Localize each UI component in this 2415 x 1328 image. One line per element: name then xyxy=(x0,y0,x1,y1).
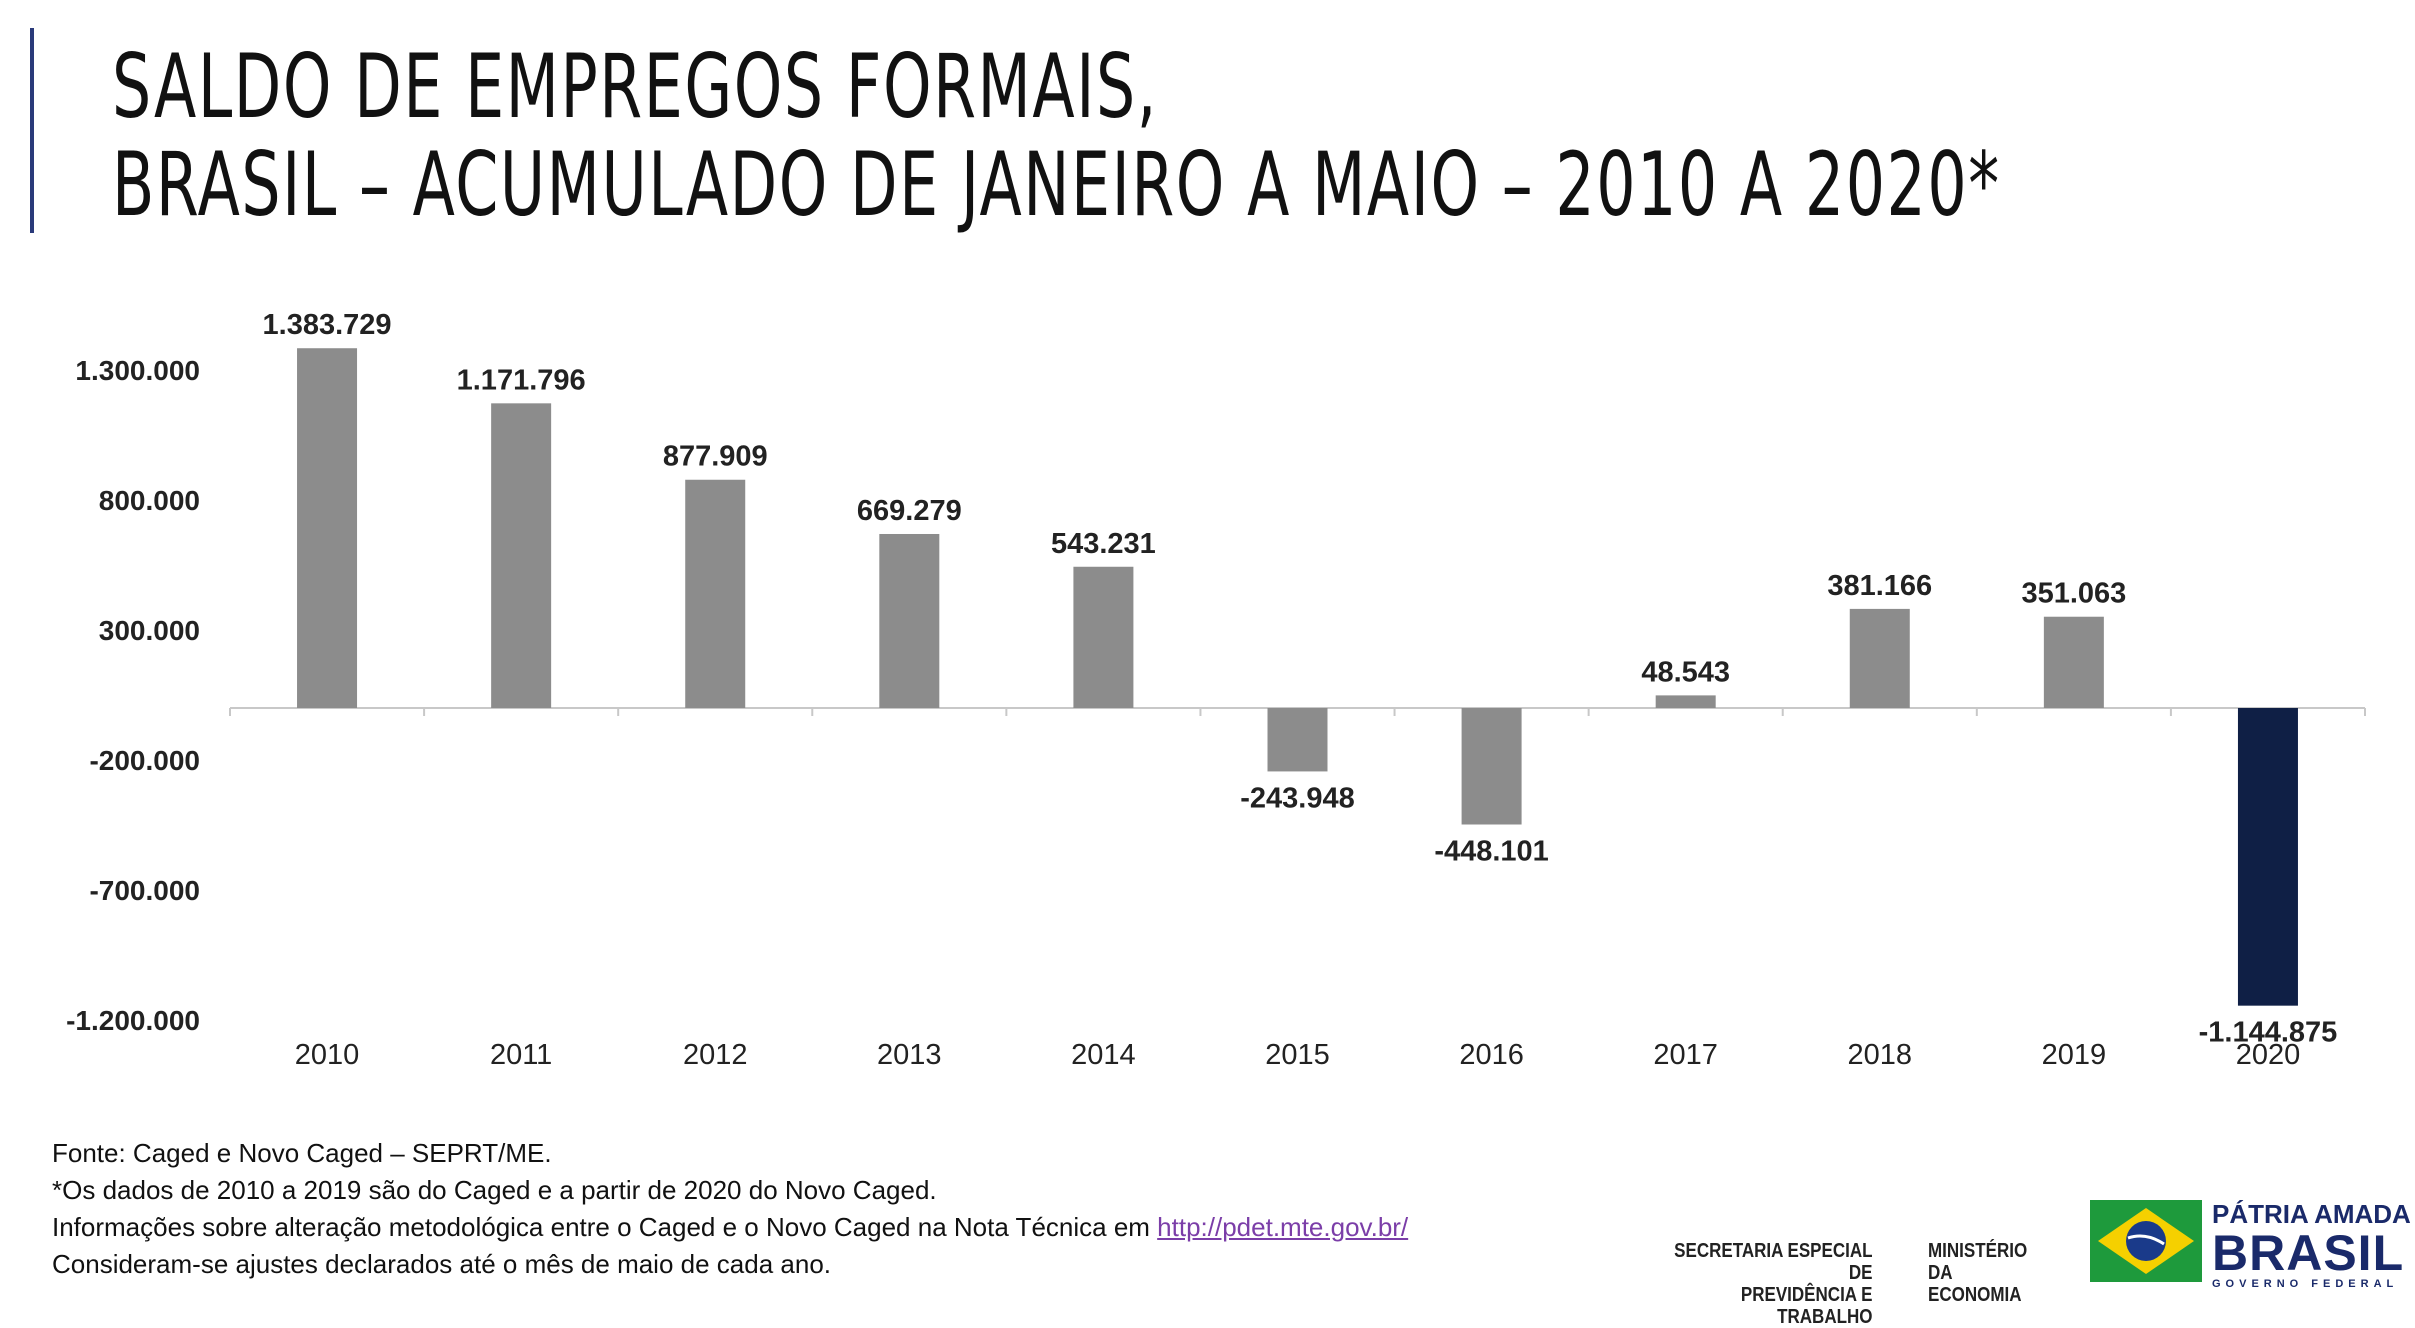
secretaria-line-1: SECRETARIA ESPECIAL DE xyxy=(1674,1240,1873,1284)
data-label: 877.909 xyxy=(663,441,768,473)
methodology-note-text: Informações sobre alteração metodológica… xyxy=(52,1212,1158,1242)
title-line-1: SALDO DE EMPREGOS FORMAIS, xyxy=(112,35,1158,138)
secretaria-line-2: PREVIDÊNCIA E TRABALHO xyxy=(1740,1284,1873,1328)
data-label: 1.383.729 xyxy=(263,309,392,341)
patria-amada-text: PÁTRIA AMADA xyxy=(2212,1199,2411,1229)
data-label: 381.166 xyxy=(1827,570,1932,602)
bar xyxy=(491,403,552,708)
data-label: 351.063 xyxy=(2021,578,2126,610)
chart-footnotes: Fonte: Caged e Novo Caged – SEPRT/ME. *O… xyxy=(52,1135,1408,1283)
x-tick-label: 2014 xyxy=(1071,1039,1136,1071)
y-tick-label: 800.000 xyxy=(99,485,200,516)
x-tick-label: 2012 xyxy=(683,1039,748,1071)
ministerio-line-2: ECONOMIA xyxy=(1928,1284,2022,1306)
data-label: 543.231 xyxy=(1051,528,1156,560)
bar-chart: 1.300.000 800.000 300.000 -200.000 -700.000 -… xyxy=(66,309,2366,1071)
governo-federal-text: GOVERNO FEDERAL xyxy=(2212,1278,2399,1290)
x-tick-label: 2011 xyxy=(490,1039,552,1071)
x-tick-label: 2017 xyxy=(1653,1039,1718,1071)
bar xyxy=(1849,608,1910,708)
government-logos: SECRETARIA ESPECIAL DE PREVIDÊNCIA E TRA… xyxy=(1660,1200,2411,1328)
y-tick-label: -200.000 xyxy=(89,745,200,776)
x-tick-label: 2013 xyxy=(877,1039,942,1071)
bar xyxy=(1267,708,1328,772)
ministerio-logo: MINISTÉRIO DA ECONOMIA xyxy=(1928,1240,2056,1306)
x-tick-label: 2018 xyxy=(1848,1039,1913,1071)
data-label: -448.101 xyxy=(1434,836,1549,868)
brasil-text: BRASIL xyxy=(2212,1225,2405,1281)
bar xyxy=(685,479,746,708)
bar xyxy=(2237,708,2298,1006)
y-tick-label: -1.200.000 xyxy=(66,1005,200,1036)
y-tick-label: -700.000 xyxy=(89,875,200,906)
data-label: -1.144.875 xyxy=(2199,1017,2338,1049)
data-label: 1.171.796 xyxy=(457,364,586,396)
x-tick-label: 2019 xyxy=(2042,1039,2107,1071)
title-accent-bar xyxy=(30,28,34,233)
x-tick-label: 2016 xyxy=(1459,1039,1524,1071)
x-tick-label: 2015 xyxy=(1265,1039,1330,1071)
source-note: Fonte: Caged e Novo Caged – SEPRT/ME. xyxy=(52,1138,552,1168)
pdet-link[interactable]: http://pdet.mte.gov.br/ xyxy=(1157,1212,1409,1242)
page-title: SALDO DE EMPREGOS FORMAIS, BRASIL – ACUM… xyxy=(112,38,2001,234)
bar xyxy=(1073,566,1134,708)
bar xyxy=(1461,708,1522,825)
data-label: -243.948 xyxy=(1240,782,1355,814)
bar xyxy=(879,533,940,708)
data-label: 669.279 xyxy=(857,495,962,527)
patria-amada-brasil-logo: PÁTRIA AMADA BRASIL GOVERNO FEDERAL xyxy=(2212,1200,2411,1290)
x-tick-label: 2020 xyxy=(2236,1039,2301,1071)
methodology-note: Informações sobre alteração metodológica… xyxy=(52,1209,1408,1246)
x-tick-label: 2010 xyxy=(295,1039,360,1071)
adjustments-note: Consideram-se ajustes declarados até o m… xyxy=(52,1249,831,1279)
y-tick-label: 300.000 xyxy=(99,615,200,646)
ministerio-line-1: MINISTÉRIO DA xyxy=(1928,1240,2028,1284)
bar xyxy=(297,348,358,708)
data-label: 48.543 xyxy=(1641,656,1730,688)
title-line-2: BRASIL – ACUMULADO DE JANEIRO A MAIO – 2… xyxy=(112,133,2001,236)
bar xyxy=(1655,695,1716,708)
y-tick-label: 1.300.000 xyxy=(75,355,200,386)
bar xyxy=(2043,616,2104,708)
data-note: *Os dados de 2010 a 2019 são do Caged e … xyxy=(52,1175,937,1205)
secretaria-logo: SECRETARIA ESPECIAL DE PREVIDÊNCIA E TRA… xyxy=(1660,1240,1873,1328)
brazil-flag-icon xyxy=(2090,1200,2202,1282)
